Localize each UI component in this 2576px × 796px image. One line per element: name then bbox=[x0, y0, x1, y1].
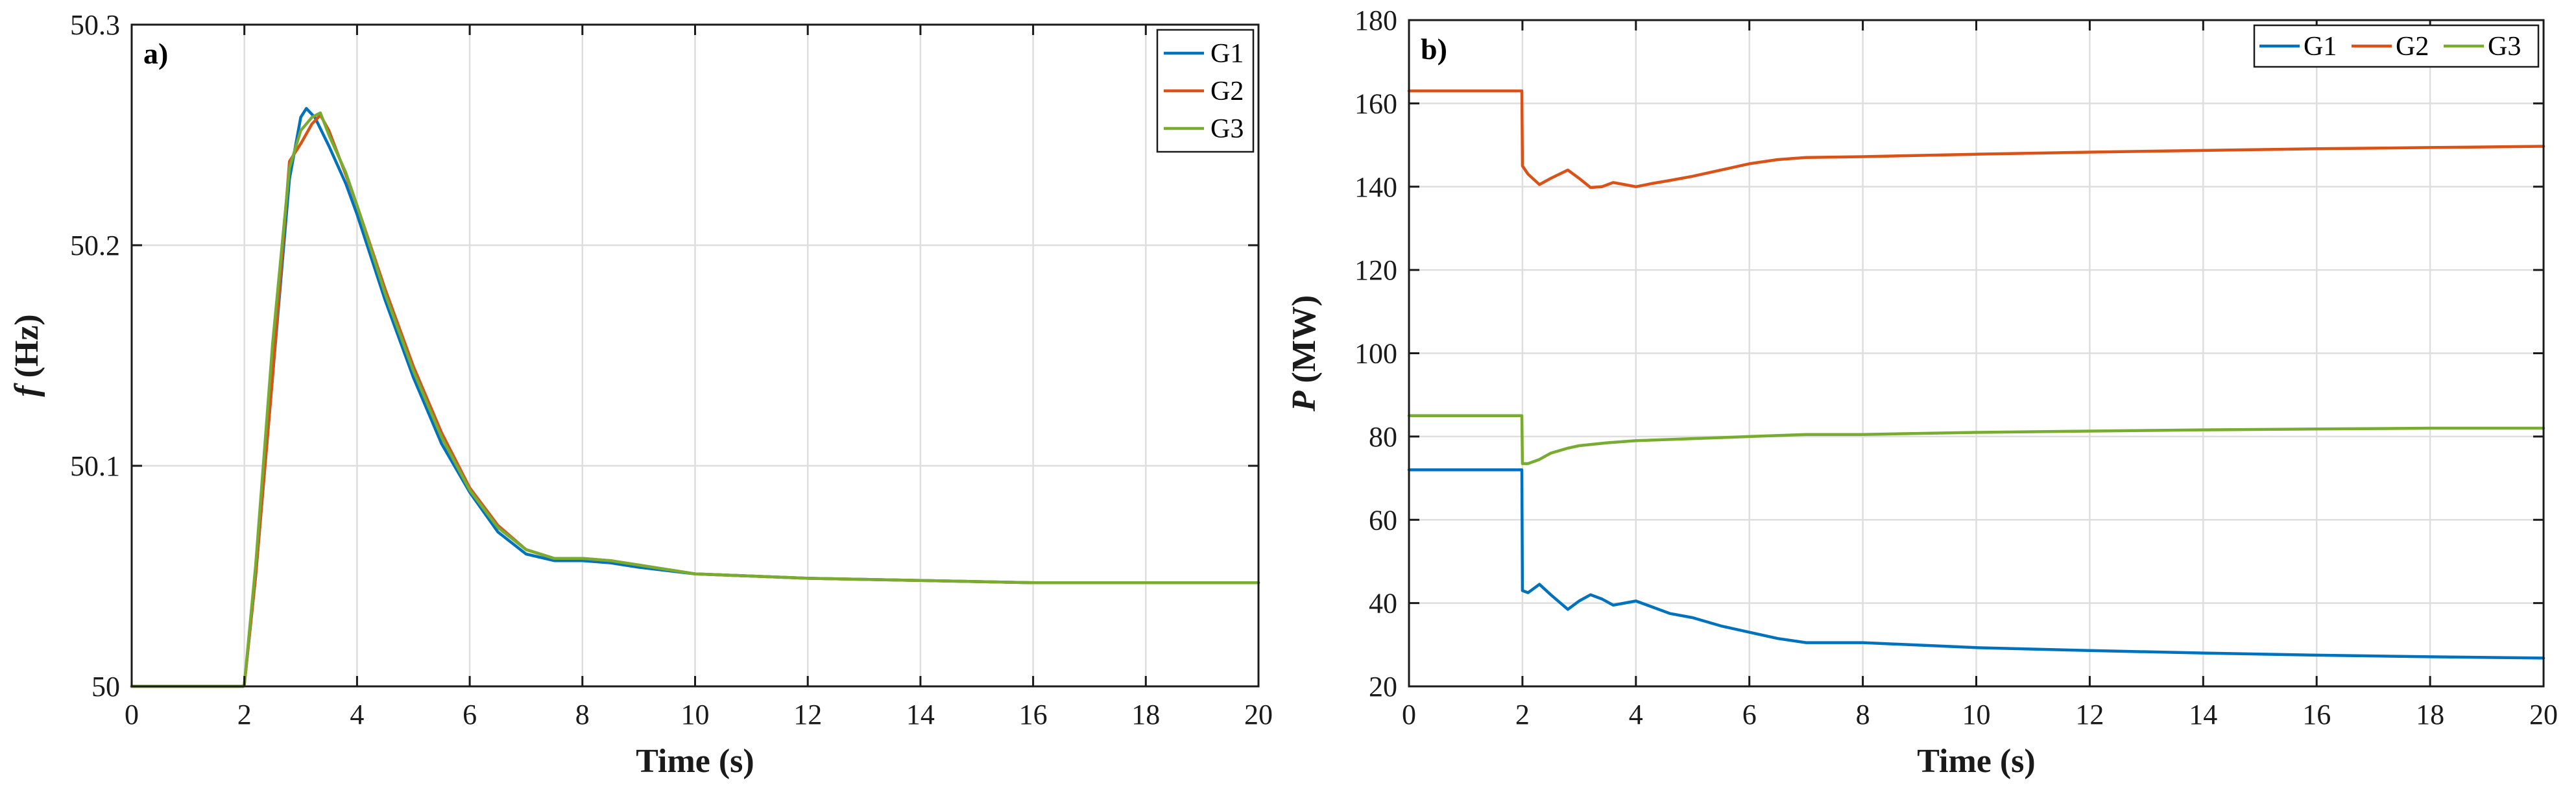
panel-b-y-tick-label-140: 140 bbox=[1354, 171, 1397, 203]
panel-a-series-g3-line bbox=[130, 111, 1260, 688]
panel-a-y-tick-label-50.1: 50.1 bbox=[70, 450, 120, 482]
panel-b-y-axis-title: P (MW) bbox=[1286, 295, 1323, 412]
panel-a-x-tick-label-10: 10 bbox=[681, 699, 710, 730]
panel-a-legend-box bbox=[1156, 29, 1255, 153]
panel-a-x-tick-label-14: 14 bbox=[906, 699, 935, 730]
panel-b-power-chart: 0 2 4 6 8 10 12 14 16 18 20 20 40 60 80 100 120 140 160 180… bbox=[1286, 5, 2558, 780]
panel-a-x-tick-label-6: 6 bbox=[463, 699, 477, 730]
panel-b-ticks: 0 2 4 6 8 10 12 14 16 18 20 20 40 60 80 100 120 140 160 180 bbox=[1354, 5, 2558, 730]
panel-a-y-axis-title: f (Hz) bbox=[8, 314, 45, 397]
panel-a-x-tick-label-4: 4 bbox=[350, 699, 364, 730]
panel-a-legend: G1 G2 G3 bbox=[1156, 29, 1255, 153]
panel-b-legend-label-g2: G2 bbox=[2396, 32, 2429, 62]
panel-b-x-tick-label-2: 2 bbox=[1515, 699, 1530, 730]
panel-a-y-tick-label-50.3: 50.3 bbox=[70, 9, 120, 41]
panel-b-x-tick-label-6: 6 bbox=[1742, 699, 1757, 730]
panel-b-x-tick-label-12: 12 bbox=[2075, 699, 2104, 730]
panel-a-frequency-chart: 0 2 4 6 8 10 12 14 16 18 20 50 50.1 50.2 50.3 a) Time … bbox=[8, 9, 1273, 780]
panel-b-series-g3-line bbox=[1407, 414, 2546, 465]
panel-b-legend-label-g1: G1 bbox=[2304, 32, 2337, 62]
panel-a-legend-label-g2: G2 bbox=[1210, 77, 1244, 106]
panel-a-legend-label-g1: G1 bbox=[1210, 39, 1244, 69]
panel-a-x-tick-label-2: 2 bbox=[237, 699, 252, 730]
panel-a-y-axis-symbol: f bbox=[8, 383, 45, 397]
panel-a-x-tick-label-18: 18 bbox=[1131, 699, 1160, 730]
panel-a-x-tick-label-16: 16 bbox=[1019, 699, 1048, 730]
panel-b-x-tick-label-8: 8 bbox=[1856, 699, 1870, 730]
panel-a-y-tick-label-50: 50 bbox=[91, 671, 120, 703]
panel-b-legend: G1 G2 G3 bbox=[2253, 24, 2540, 68]
panel-b-y-tick-label-120: 120 bbox=[1354, 254, 1397, 286]
panel-b-y-tick-label-40: 40 bbox=[1369, 588, 1397, 620]
panel-b-y-axis-symbol: P bbox=[1286, 390, 1323, 412]
panel-a-x-axis-title: Time (s) bbox=[636, 743, 754, 780]
panel-b-y-tick-label-100: 100 bbox=[1354, 338, 1397, 370]
panel-a-y-axis-unit: (Hz) bbox=[8, 314, 45, 378]
panel-a-y-tick-label-50.2: 50.2 bbox=[70, 230, 120, 261]
panel-b-y-tick-label-20: 20 bbox=[1369, 671, 1397, 703]
panel-b-label: b) bbox=[1421, 32, 1447, 66]
panel-b-y-tick-label-80: 80 bbox=[1369, 421, 1397, 453]
panel-b-series bbox=[1407, 89, 2546, 660]
panel-b-x-axis-title: Time (s) bbox=[1917, 743, 2035, 780]
panel-b-x-tick-label-0: 0 bbox=[1402, 699, 1416, 730]
panel-b-x-tick-label-16: 16 bbox=[2302, 699, 2331, 730]
panel-a-ticks: 0 2 4 6 8 10 12 14 16 18 20 50 50.1 50.2 50.3 bbox=[70, 9, 1273, 730]
panel-b-legend-label-g3: G3 bbox=[2488, 32, 2521, 62]
panel-b-y-axis-unit: (MW) bbox=[1286, 295, 1323, 383]
panel-b-x-tick-label-4: 4 bbox=[1629, 699, 1643, 730]
panel-a-legend-label-g3: G3 bbox=[1210, 114, 1244, 144]
panel-b-x-tick-label-14: 14 bbox=[2189, 699, 2217, 730]
panel-b-legend-box bbox=[2253, 24, 2540, 68]
panel-b-x-tick-label-20: 20 bbox=[2529, 699, 2558, 730]
panel-b-y-tick-label-160: 160 bbox=[1354, 88, 1397, 119]
panel-b-y-tick-label-180: 180 bbox=[1354, 5, 1397, 36]
panel-b-series-g2-line bbox=[1407, 89, 2546, 189]
panel-a-x-tick-label-12: 12 bbox=[793, 699, 822, 730]
panel-b-series-g1-line bbox=[1407, 468, 2546, 660]
panel-a-x-tick-label-0: 0 bbox=[125, 699, 139, 730]
panel-a-series bbox=[130, 106, 1260, 688]
panel-a-label: a) bbox=[143, 37, 168, 70]
panel-b-x-tick-label-10: 10 bbox=[1962, 699, 1991, 730]
panel-a-x-tick-label-8: 8 bbox=[575, 699, 590, 730]
panel-b-x-tick-label-18: 18 bbox=[2416, 699, 2444, 730]
panel-a-x-tick-label-20: 20 bbox=[1244, 699, 1273, 730]
panel-b-y-tick-label-60: 60 bbox=[1369, 504, 1397, 536]
